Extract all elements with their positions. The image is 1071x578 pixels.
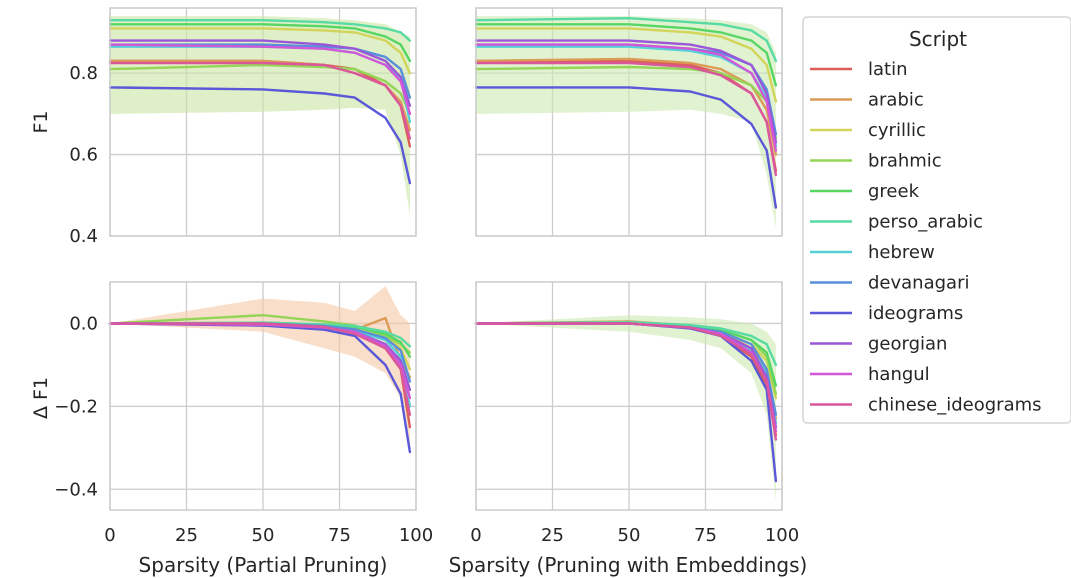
panel-f1-partial-pruning: 0.4 0.6 0.8 bbox=[69, 7, 417, 247]
panel-delta-f1-pruning-with-embeddings: 0 25 50 75 100 bbox=[470, 281, 799, 546]
legend-label-cyrillic: cyrillic bbox=[868, 120, 926, 141]
legend-frame bbox=[802, 16, 1071, 424]
xlabel-partial-pruning: Sparsity (Partial Pruning) bbox=[139, 553, 388, 577]
x-tick-label: 50 bbox=[252, 525, 275, 546]
legend-label-perso-arabic: perso_arabic bbox=[868, 212, 983, 233]
y-tick-label: 0.6 bbox=[69, 145, 98, 166]
legend: Script latin arabic cyrillic brahmic greek pe… bbox=[802, 16, 1071, 424]
series-line-georgian bbox=[108, 39, 412, 107]
legend-label-latin: latin bbox=[868, 59, 908, 80]
xlabel-pruning-with-embeddings: Sparsity (Pruning with Embeddings) bbox=[449, 553, 808, 577]
series-line-chinese-ideograms bbox=[108, 322, 412, 416]
y-tick-label: −0.4 bbox=[54, 479, 98, 500]
legend-label-chinese-ideograms: chinese_ideograms bbox=[868, 395, 1042, 416]
x-tick-label: 0 bbox=[104, 525, 115, 546]
panel-f1-pruning-with-embeddings bbox=[474, 7, 783, 237]
series-line-ideograms bbox=[108, 86, 412, 185]
legend-label-arabic: arabic bbox=[868, 90, 924, 111]
series-line-chinese-ideograms bbox=[108, 61, 412, 140]
series-line-chinese-ideograms bbox=[474, 322, 778, 441]
series-line-arabic bbox=[474, 57, 778, 156]
series-line-hangul bbox=[474, 43, 778, 152]
plot-frame bbox=[475, 281, 783, 511]
legend-label-greek: greek bbox=[868, 181, 920, 202]
series-line-greek bbox=[108, 23, 412, 63]
x-tick-label: 50 bbox=[618, 525, 641, 546]
y-tick-label: 0.8 bbox=[69, 63, 98, 84]
x-tick-label: 0 bbox=[470, 525, 481, 546]
series-line-chinese-ideograms bbox=[474, 61, 778, 177]
legend-label-hangul: hangul bbox=[868, 364, 930, 385]
x-tick-label: 75 bbox=[328, 525, 351, 546]
x-tick-label: 100 bbox=[399, 525, 433, 546]
series-line-hangul bbox=[108, 43, 412, 116]
y-tick-label: 0.0 bbox=[69, 313, 98, 334]
series-line-georgian bbox=[474, 39, 778, 144]
panel-delta-f1-partial-pruning: −0.4 −0.2 0.0 0 25 50 75 100 bbox=[54, 281, 433, 546]
series-line-perso-arabic bbox=[474, 17, 778, 63]
x-tick-label: 25 bbox=[541, 525, 564, 546]
series-line-brahmic bbox=[108, 63, 412, 116]
ylabel-f1: F1 bbox=[30, 110, 52, 133]
series-line-ideograms bbox=[474, 86, 778, 209]
x-tick-label: 100 bbox=[765, 525, 799, 546]
legend-title: Script bbox=[909, 27, 967, 51]
legend-label-brahmic: brahmic bbox=[868, 151, 942, 172]
y-tick-label: −0.2 bbox=[54, 396, 98, 417]
series-line-cyrillic bbox=[108, 27, 412, 75]
series-line-greek bbox=[474, 23, 778, 87]
series-line-perso-arabic bbox=[474, 321, 778, 367]
x-tick-label: 75 bbox=[694, 525, 717, 546]
series-line-cyrillic bbox=[474, 27, 778, 103]
legend-label-devanagari: devanagari bbox=[868, 273, 969, 294]
x-tick-label: 25 bbox=[175, 525, 198, 546]
legend-label-hebrew: hebrew bbox=[868, 242, 935, 263]
plot-frame bbox=[109, 281, 417, 511]
y-tick-label: 0.4 bbox=[69, 226, 98, 247]
ylabel-delta-f1: Δ F1 bbox=[30, 377, 52, 419]
legend-items: latin arabic cyrillic brahmic greek perso_ara… bbox=[810, 59, 1042, 416]
plot-frame bbox=[109, 7, 417, 237]
series-line-perso-arabic bbox=[108, 19, 412, 42]
legend-label-georgian: georgian bbox=[868, 334, 947, 355]
plot-frame bbox=[475, 7, 783, 237]
legend-label-ideograms: ideograms bbox=[868, 303, 963, 324]
